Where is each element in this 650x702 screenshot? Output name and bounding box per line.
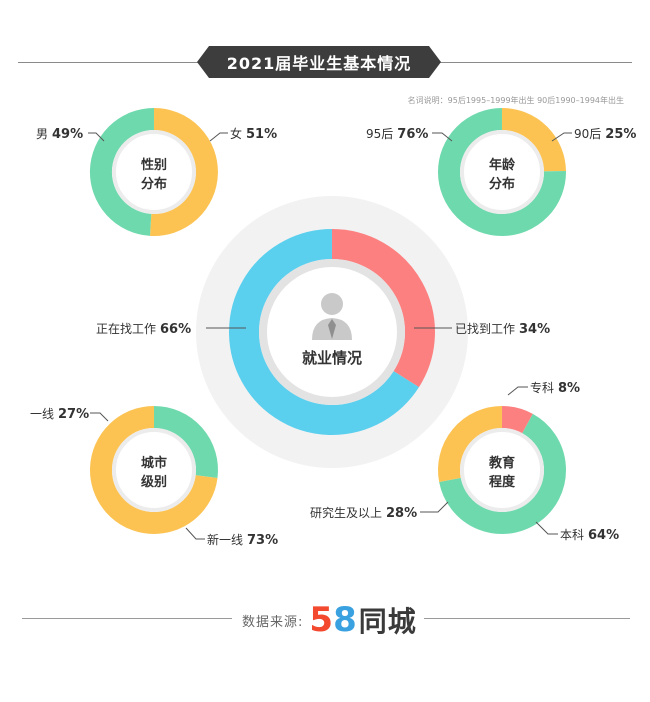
chart-title-3-line-1: 城市 (141, 455, 167, 471)
logo-digit-8: 8 (333, 600, 357, 640)
slice-female (150, 108, 218, 236)
leader-95s (432, 132, 453, 142)
label-95s-name: 95后 (366, 127, 394, 141)
person-icon (312, 293, 352, 340)
label-tier1-name: 一线 (30, 407, 55, 421)
label-postgrad-name: 研究生及以上 (310, 506, 383, 520)
page-title: 2021届毕业生基本情况 (197, 46, 441, 78)
label-job-found-name: 已找到工作 (455, 322, 516, 336)
chart-title-4-line-1: 教育 (488, 455, 515, 471)
label-postgrad: 研究生及以上 28% (310, 504, 417, 521)
label-bachelor-pct: 64% (588, 528, 620, 543)
label-associate: 专科 8% (530, 379, 580, 396)
leader-tier1 (90, 412, 109, 422)
label-95s: 95后 76% (366, 125, 428, 142)
leader-male (88, 132, 105, 142)
source-rule-right (424, 618, 630, 619)
title-rule-right (438, 62, 632, 63)
label-new-tier1: 新一线 73% (207, 531, 278, 548)
chart-title-1-line-2: 分布 (489, 176, 515, 192)
label-male: 男 49% (36, 125, 83, 142)
label-male-name: 男 (36, 127, 49, 141)
definition-note: 名词说明：95后1995–1999年出生 90后1990–1994年出生 (407, 96, 624, 105)
data-source: 数据来源: 5 8 同城 (242, 600, 417, 640)
label-bachelor-name: 本科 (560, 528, 585, 542)
label-new-tier1-pct: 73% (247, 533, 279, 548)
label-job-found-pct: 34% (519, 322, 551, 337)
slice-tier1 (153, 406, 218, 479)
slice-associate (501, 406, 533, 434)
label-job-seeking: 正在找工作 66% (96, 320, 191, 337)
title-rule-left (18, 62, 200, 63)
label-associate-pct: 8% (558, 381, 581, 396)
label-female: 女 51% (230, 125, 277, 142)
donut-center-4 (460, 428, 544, 512)
source-label: 数据来源: (242, 614, 304, 630)
label-job-seeking-name: 正在找工作 (96, 322, 157, 336)
slice-95s (438, 108, 566, 236)
leader-new-tier1 (185, 527, 205, 540)
label-90s-pct: 25% (605, 127, 637, 142)
label-job-seeking-pct: 66% (160, 322, 192, 337)
chart-title-0-line-2: 分布 (141, 176, 167, 192)
donut-center-1 (460, 130, 544, 214)
chart-title-3-line-2: 级别 (141, 474, 167, 490)
chart-title-1-line-1: 年龄 (489, 157, 516, 173)
label-bachelor: 本科 64% (560, 526, 619, 543)
label-tier1-pct: 27% (58, 407, 90, 422)
leader-female (209, 132, 228, 142)
leader-associate (507, 386, 528, 396)
label-female-pct: 51% (246, 127, 278, 142)
leader-90s (551, 132, 572, 142)
label-male-pct: 49% (52, 127, 84, 142)
label-90s: 90后 25% (574, 125, 636, 142)
label-female-name: 女 (230, 127, 243, 141)
slice-new-tier1 (90, 406, 218, 534)
slice-job-seeking (229, 229, 419, 435)
label-tier1: 一线 27% (30, 405, 89, 422)
logo-text: 同城 (358, 605, 417, 638)
slice-postgrad (438, 406, 503, 482)
slice-bachelor (439, 413, 566, 534)
source-rule-left (22, 618, 232, 619)
label-job-found: 已找到工作 34% (455, 320, 550, 337)
leader-postgrad (420, 501, 449, 513)
chart-title-0-line-1: 性别 (141, 157, 167, 173)
chart-title-2: 就业情况 (302, 349, 362, 367)
label-postgrad-pct: 28% (386, 506, 418, 521)
slice-job-found (331, 229, 435, 388)
label-90s-name: 90后 (574, 127, 602, 141)
logo-digit-5: 5 (309, 600, 334, 640)
donut-center-3 (112, 428, 196, 512)
label-new-tier1-name: 新一线 (207, 533, 244, 547)
label-95s-pct: 76% (397, 127, 429, 142)
donut-center-0 (112, 130, 196, 214)
slice-90s (501, 108, 566, 172)
slice-male (89, 108, 155, 236)
chart-title-4-line-2: 程度 (489, 474, 516, 490)
label-associate-name: 专科 (530, 381, 555, 395)
leader-bachelor (535, 521, 558, 535)
